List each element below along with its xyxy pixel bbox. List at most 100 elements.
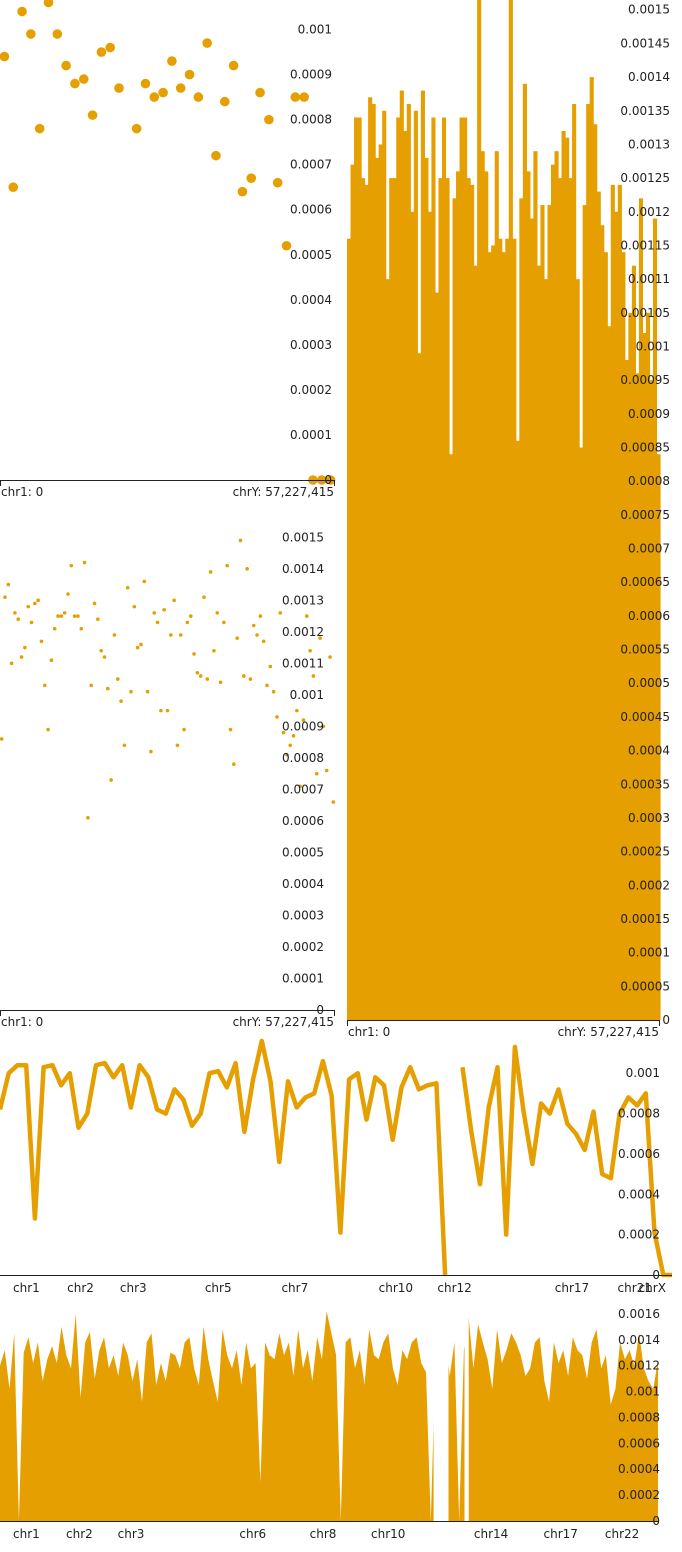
- scatter-point: [82, 560, 87, 565]
- bar: [572, 104, 577, 1020]
- bar: [473, 265, 478, 1020]
- bar: [607, 326, 612, 1020]
- scatter-point: [155, 620, 160, 625]
- scatter-point: [314, 771, 319, 776]
- y-tick-label: 0.0001: [290, 428, 332, 442]
- bar: [385, 279, 390, 1021]
- scatter-point: [215, 611, 220, 615]
- bar: [413, 110, 418, 1020]
- scatter-point: [301, 718, 306, 722]
- y-tick-label: 0.0006: [618, 1147, 660, 1161]
- chromosome-label: chr2: [66, 1527, 93, 1541]
- y-tick-label: 0.0006: [628, 609, 670, 623]
- x-start-label: chr1: 0: [1, 485, 43, 499]
- y-tick-label: 0.0003: [282, 908, 324, 922]
- scatter-point: [202, 595, 206, 599]
- bar: [406, 104, 411, 1020]
- y-tick-label: 0.0013: [282, 593, 324, 607]
- chromosome-label: chr3: [120, 1281, 147, 1295]
- y-tick-label: 0.0002: [282, 940, 324, 954]
- y-tick-label: 0.0008: [290, 113, 332, 127]
- bar: [382, 110, 387, 1020]
- line-wide-chart: 0 0.0002 0.0004 0.0006 0.0008 0.001 chr1 chr2 ch…: [0, 1038, 672, 1295]
- scatter-point: [76, 614, 80, 618]
- bar: [589, 77, 594, 1021]
- bar: [603, 252, 608, 1020]
- scatter-point: [272, 177, 283, 188]
- scatter-point: [70, 78, 80, 89]
- chromosome-label: chr6: [239, 1527, 266, 1541]
- y-tick-label: 0.00035: [620, 777, 670, 791]
- scatter-point: [265, 683, 269, 688]
- bar: [635, 373, 640, 1021]
- scatter-point: [69, 563, 74, 568]
- y-tick-label: 0.00025: [620, 845, 670, 859]
- bar: [491, 245, 496, 1021]
- scatter-point: [16, 617, 21, 622]
- scatter-point: [145, 689, 150, 694]
- bar: [389, 178, 394, 1021]
- scatter-point: [43, 0, 54, 8]
- scatter-point: [172, 598, 176, 603]
- bar: [656, 454, 661, 1020]
- y-tick-label: 0.0015: [628, 3, 670, 17]
- scatter-point: [205, 677, 210, 681]
- y-tick-label: 0.0007: [282, 782, 324, 796]
- y-tick-label: 0.0012: [628, 205, 670, 219]
- scatter-point: [211, 150, 221, 161]
- y-tick-label: 0.00115: [620, 238, 670, 252]
- y-tick-label: 0.00145: [620, 36, 670, 50]
- scatter-point: [56, 614, 60, 618]
- scatter-point: [135, 645, 140, 650]
- y-tick-label: 0.0004: [282, 877, 324, 891]
- y-tick-label: 0.001: [290, 688, 324, 702]
- scatter-point: [72, 614, 77, 618]
- y-tick-label: 0.0002: [618, 1488, 660, 1502]
- scatter-point: [188, 614, 193, 618]
- bar: [480, 151, 485, 1020]
- x-end-label: chrY: 57,227,415: [558, 1025, 659, 1039]
- y-tick-label: 0.0008: [618, 1107, 660, 1121]
- bar: [550, 164, 556, 1020]
- bar: [463, 117, 468, 1020]
- scatter-point: [212, 648, 216, 653]
- bar: [431, 117, 436, 1020]
- scatter-point: [175, 83, 186, 93]
- scatter-point: [202, 38, 212, 48]
- bar: [424, 157, 429, 1020]
- bar: [427, 211, 433, 1020]
- y-tick-label: 0.0009: [290, 68, 332, 82]
- scatter-point: [129, 689, 133, 694]
- scatter-point: [220, 96, 230, 107]
- chromosome-label: chr5: [205, 1281, 232, 1295]
- scatter-point: [251, 623, 256, 628]
- bar: [410, 211, 415, 1020]
- scatter-point: [6, 582, 11, 587]
- y-tick-label: 0.0003: [290, 338, 332, 352]
- scatter-point: [122, 743, 127, 748]
- bar: [396, 117, 401, 1020]
- bar: [403, 130, 408, 1020]
- scatter-point: [39, 639, 44, 644]
- bar: [642, 333, 647, 1020]
- scatter-point: [89, 683, 94, 688]
- y-tick-label: 0.0006: [282, 814, 324, 828]
- bar: [357, 117, 362, 1020]
- y-tick-label: 0.0004: [618, 1462, 660, 1476]
- scatter-point: [208, 570, 213, 574]
- chromosome-label: chr17: [543, 1527, 577, 1541]
- chromosome-label: chr22: [605, 1527, 639, 1541]
- scatter-point: [198, 674, 203, 678]
- scatter-point: [237, 186, 248, 197]
- bar: [470, 184, 475, 1021]
- scatter-point: [149, 92, 160, 102]
- scatter-point: [268, 664, 273, 669]
- scatter-point: [245, 567, 249, 571]
- scatter-point: [167, 56, 177, 66]
- y-tick-label: 0.0002: [290, 383, 332, 397]
- chromosome-label: chr3: [118, 1527, 145, 1541]
- scatter-point: [102, 655, 107, 659]
- y-tick-label: 0.0009: [282, 719, 324, 733]
- series-line: [460, 1044, 672, 1278]
- scatter-point: [125, 585, 130, 590]
